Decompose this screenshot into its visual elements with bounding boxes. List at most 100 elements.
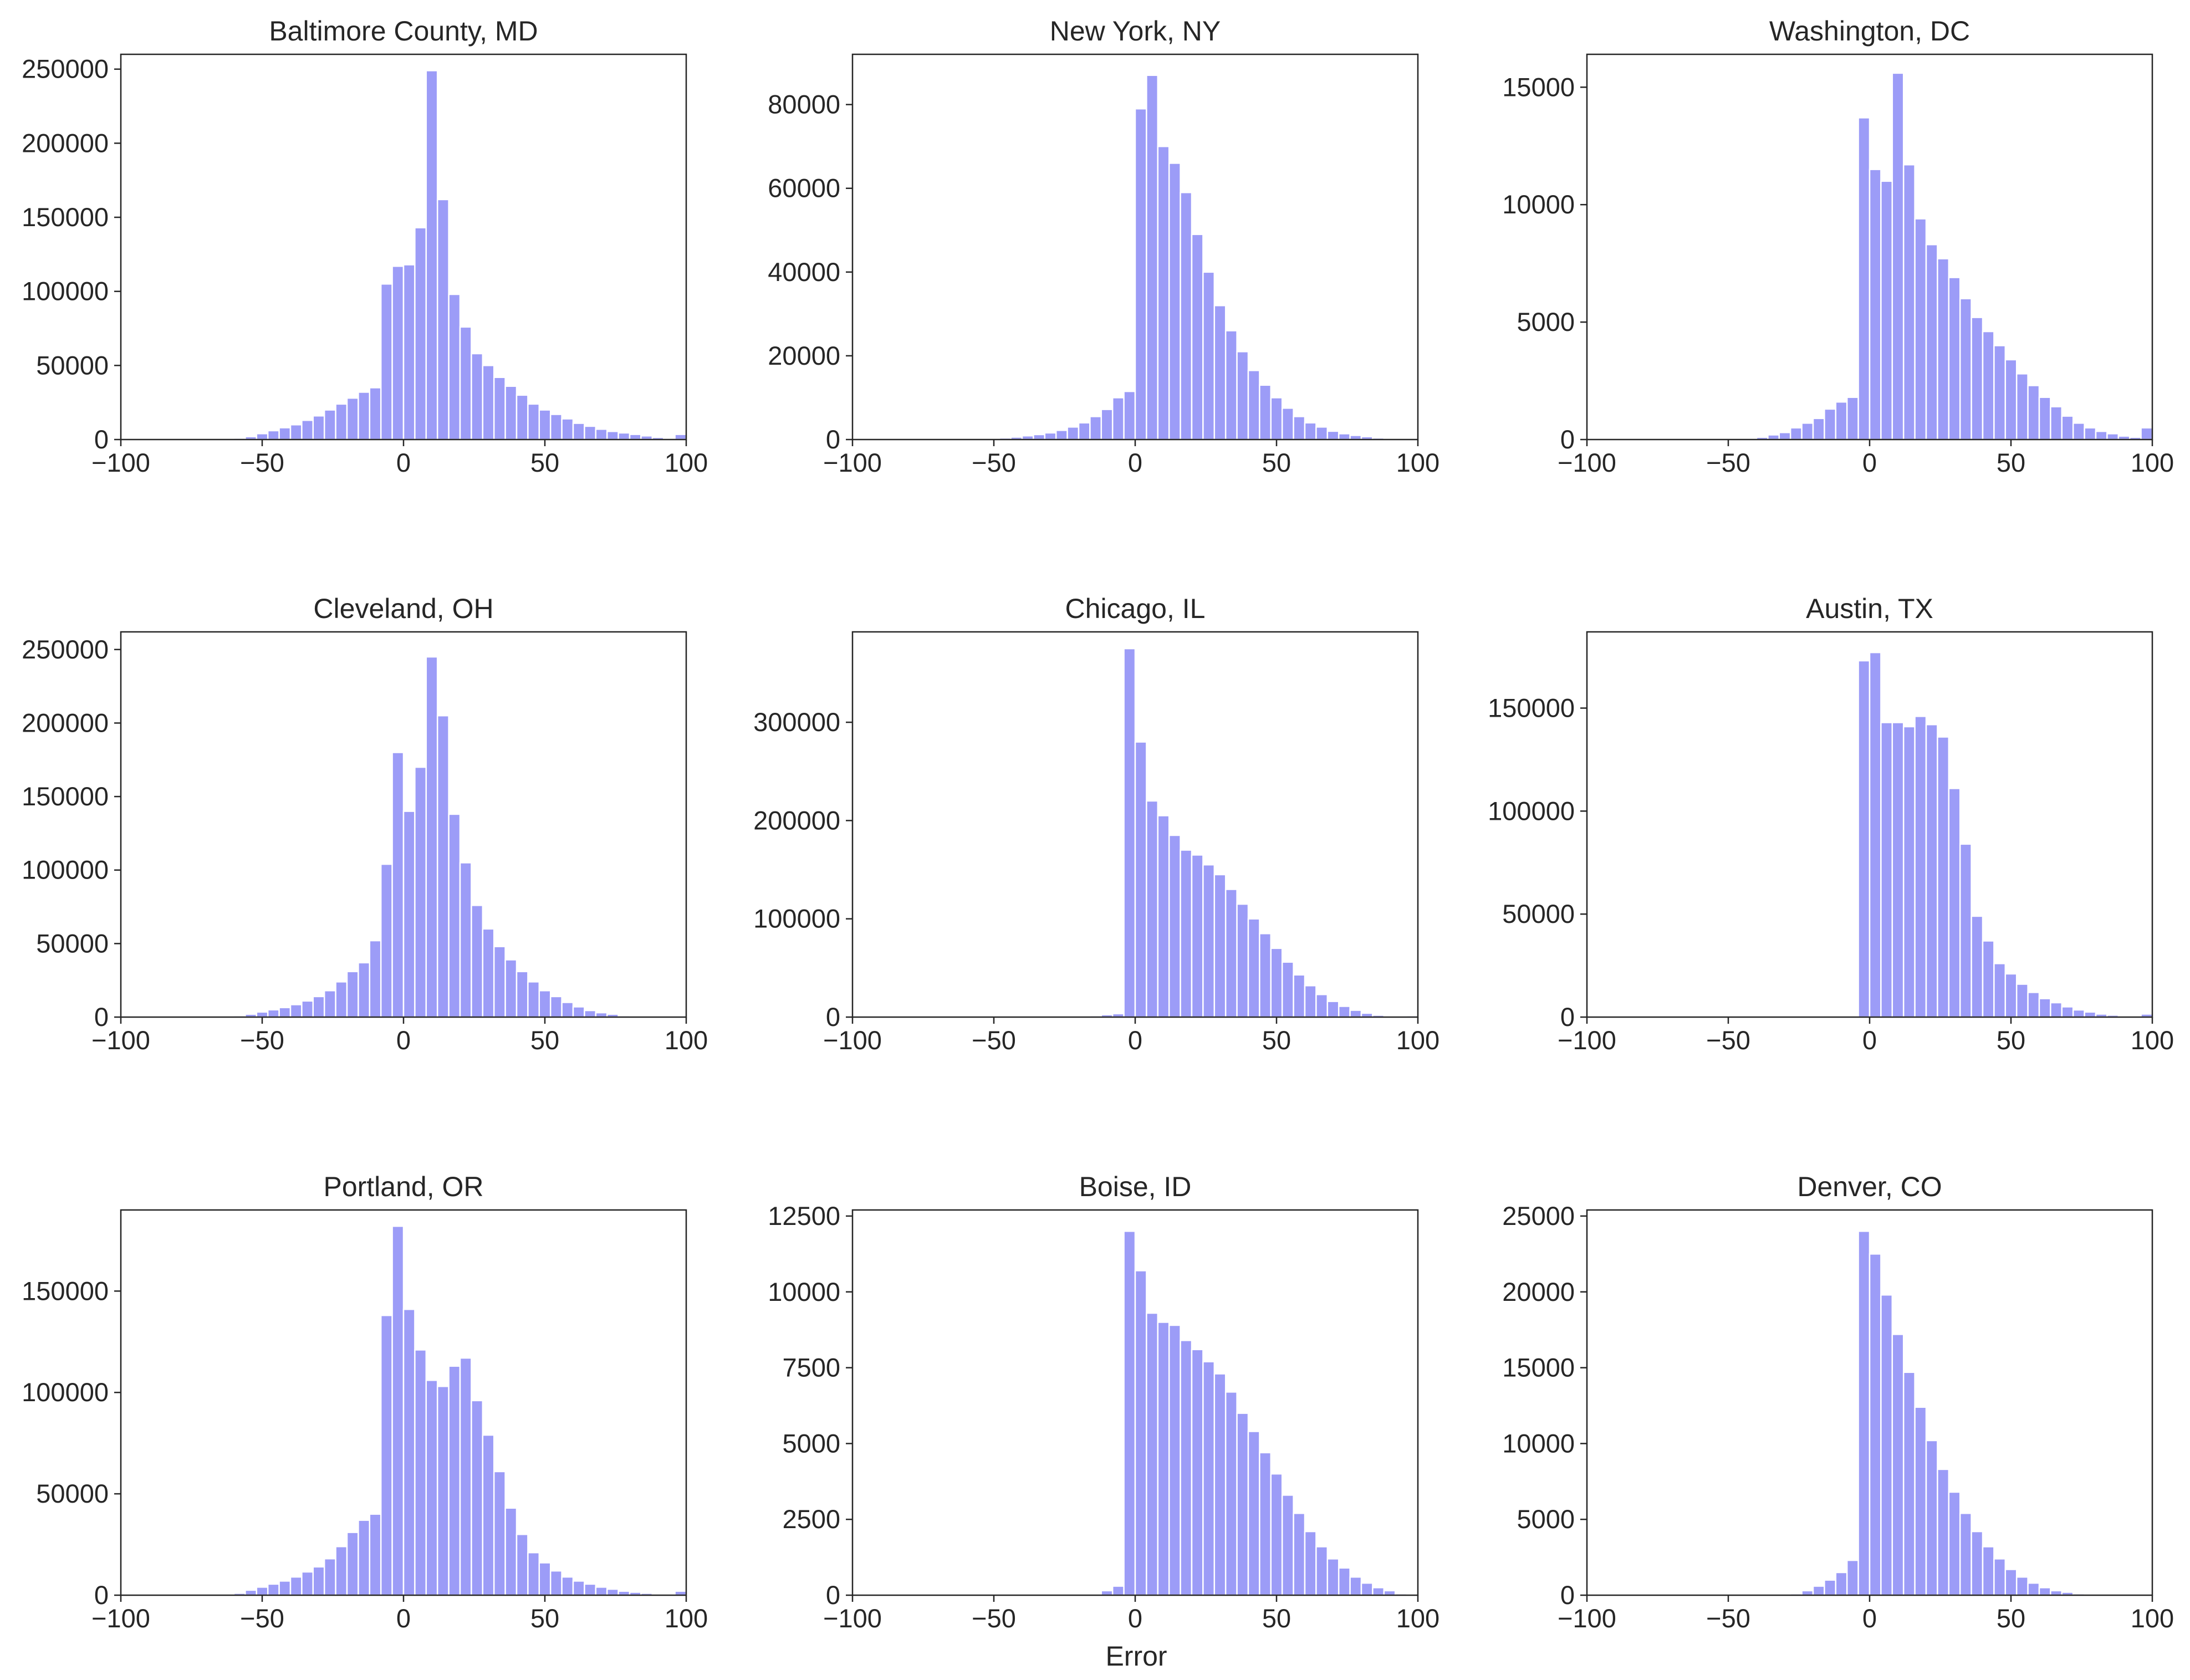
- histogram-bar: [1993, 1558, 2007, 1596]
- histogram-bar: [606, 431, 619, 441]
- histogram-bar: [278, 1007, 292, 1018]
- y-tick-label: 100000: [22, 855, 109, 885]
- x-tick-label: −100: [823, 1604, 882, 1633]
- histogram-bar: [1925, 1439, 1938, 1596]
- figure-x-axis-label: Error: [1105, 1641, 1167, 1672]
- histogram-bar: [425, 1380, 438, 1596]
- histogram-bar: [1123, 647, 1136, 1018]
- histogram-bar: [1869, 1253, 1882, 1596]
- y-tick-label: 0: [94, 1580, 109, 1610]
- histogram-bar: [1180, 849, 1193, 1018]
- histogram-bar: [1937, 1468, 1950, 1596]
- histogram-bar: [561, 1576, 574, 1596]
- x-tick-label: 100: [2131, 1025, 2174, 1055]
- x-tick-label: 50: [1262, 448, 1291, 477]
- histogram-bar: [584, 1583, 597, 1596]
- histogram-bar: [1835, 401, 1848, 441]
- histogram-bar: [1111, 397, 1125, 441]
- histogram-panel: Washington, DC −100 −50 0 50 100 0 5000 10000 150…: [1502, 16, 2174, 477]
- histogram-bar: [1078, 422, 1091, 441]
- histogram-bar: [595, 428, 608, 441]
- histogram-bar: [369, 1513, 382, 1596]
- histogram-bar: [436, 1385, 450, 1596]
- panel-title: Boise, ID: [1079, 1171, 1192, 1202]
- histogram-bar: [1869, 168, 1882, 441]
- histogram-bar: [335, 981, 348, 1018]
- histogram-bar: [1157, 1321, 1170, 1596]
- x-tick-label: 100: [1396, 448, 1439, 477]
- y-tick-label: 150000: [22, 782, 109, 811]
- histogram-bar: [323, 990, 336, 1018]
- histogram-bar: [1191, 233, 1204, 441]
- histogram-bar: [549, 995, 563, 1018]
- y-tick-label: 20000: [1502, 1277, 1575, 1306]
- histogram-bar: [1315, 993, 1329, 1018]
- histogram-bar: [1033, 433, 1046, 441]
- histogram-bar: [2072, 422, 2085, 441]
- histogram-panel: Baltimore County, MD −100 −50 0 50 100 0 50000 1…: [22, 16, 708, 477]
- y-tick-label: 300000: [753, 707, 840, 737]
- x-tick-label: 100: [665, 448, 708, 477]
- y-tick-label: 15000: [1502, 1353, 1575, 1382]
- y-tick-label: 0: [94, 1002, 109, 1032]
- histogram-bar: [380, 283, 393, 441]
- histogram-bar: [1372, 1587, 1385, 1596]
- histogram-bar: [1146, 800, 1159, 1018]
- panel-title: Chicago, IL: [1065, 593, 1206, 624]
- x-tick-label: 0: [396, 448, 411, 477]
- histogram-bar: [267, 1009, 280, 1018]
- histogram-bar: [1281, 961, 1294, 1018]
- x-tick-label: −50: [240, 448, 284, 477]
- histogram-bar: [1349, 1576, 1362, 1596]
- histogram-bar: [1224, 1391, 1238, 1596]
- x-tick-label: 50: [530, 1025, 559, 1055]
- histogram-bar: [504, 1507, 518, 1596]
- histogram-bar: [1360, 1582, 1374, 1596]
- y-tick-label: 250000: [22, 635, 109, 664]
- y-tick-label: 5000: [1517, 1504, 1575, 1534]
- histogram-bar: [244, 1589, 258, 1596]
- histogram-bar: [289, 1576, 303, 1596]
- histogram-bar: [482, 928, 495, 1018]
- y-tick-label: 150000: [22, 1276, 109, 1305]
- histogram-bar: [1824, 408, 1837, 441]
- histogram-bar: [1191, 1349, 1204, 1596]
- histogram-bar: [482, 365, 495, 441]
- histogram-bar: [561, 1002, 574, 1018]
- x-tick-label: 100: [1396, 1025, 1439, 1055]
- histogram-bar: [1281, 1494, 1294, 1596]
- histogram-bar: [1224, 888, 1238, 1018]
- histogram-bar: [1778, 432, 1791, 441]
- histogram-bar: [1801, 422, 1814, 441]
- histogram-bar: [2027, 385, 2040, 441]
- histogram-bar: [1146, 74, 1159, 441]
- histogram-bar: [1902, 726, 1916, 1018]
- histogram-bar: [1835, 1571, 1848, 1596]
- histogram-bar: [1982, 330, 1995, 441]
- histogram-bar: [1168, 162, 1181, 441]
- histogram-bar: [1259, 933, 1272, 1018]
- histogram-panel: Chicago, IL −100 −50 0 50 100 0 100000 200000 300…: [753, 593, 1439, 1055]
- histogram-bar: [402, 810, 416, 1018]
- x-tick-label: −50: [1706, 1604, 1750, 1633]
- histogram-bar: [1846, 1559, 1859, 1596]
- histogram-bar: [1338, 1567, 1351, 1596]
- histogram-bar: [584, 425, 597, 441]
- histogram-bar: [448, 1365, 461, 1596]
- histogram-bar: [1880, 722, 1893, 1018]
- histogram-bar: [1281, 407, 1294, 441]
- histogram-bar: [335, 403, 348, 441]
- histogram-bar: [369, 387, 382, 441]
- y-tick-label: 0: [1560, 1580, 1575, 1610]
- panel-title: Denver, CO: [1797, 1171, 1942, 1202]
- y-tick-label: 150000: [1488, 693, 1575, 723]
- histogram-bar: [256, 1586, 269, 1596]
- x-tick-label: 0: [1862, 448, 1877, 477]
- histogram-bar: [1134, 108, 1147, 441]
- histogram-bar: [1304, 1530, 1317, 1596]
- histogram-bar: [2004, 973, 2018, 1018]
- panel-title: Baltimore County, MD: [269, 16, 538, 47]
- y-tick-label: 80000: [768, 90, 840, 119]
- y-tick-label: 200000: [22, 128, 109, 157]
